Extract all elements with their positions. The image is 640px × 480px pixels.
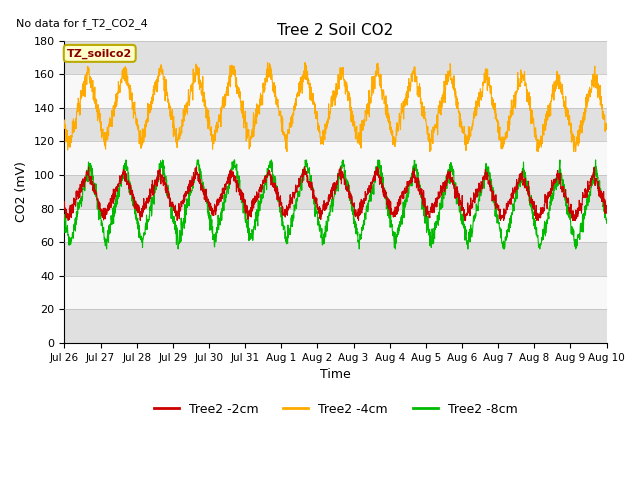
Bar xyxy=(65,142,607,175)
Text: TZ_soilco2: TZ_soilco2 xyxy=(67,48,132,59)
Text: No data for f_T2_CO2_4: No data for f_T2_CO2_4 xyxy=(15,18,147,29)
X-axis label: Time: Time xyxy=(320,368,351,381)
Y-axis label: CO2 (mV): CO2 (mV) xyxy=(15,161,28,222)
Bar xyxy=(65,276,607,310)
Bar xyxy=(65,242,607,276)
Title: Tree 2 Soil CO2: Tree 2 Soil CO2 xyxy=(277,23,394,38)
Legend: Tree2 -2cm, Tree2 -4cm, Tree2 -8cm: Tree2 -2cm, Tree2 -4cm, Tree2 -8cm xyxy=(148,397,522,420)
Bar xyxy=(65,41,607,74)
Bar xyxy=(65,175,607,209)
Bar xyxy=(65,209,607,242)
Bar xyxy=(65,74,607,108)
Bar xyxy=(65,310,607,343)
Bar xyxy=(65,108,607,142)
